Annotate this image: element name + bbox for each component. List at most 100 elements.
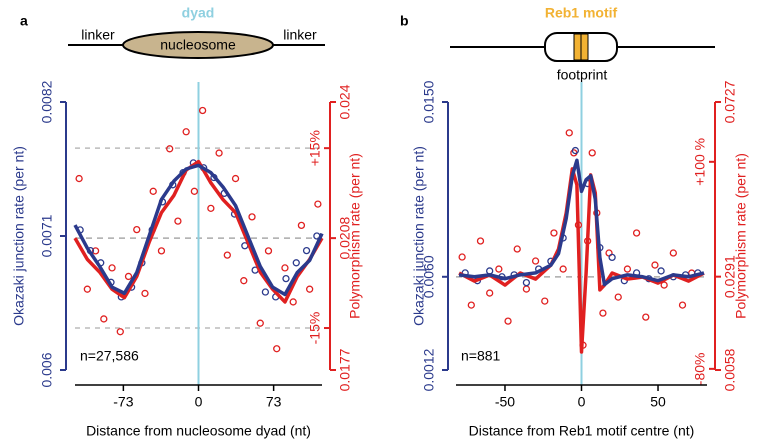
data-point bbox=[75, 174, 83, 183]
x-axis-title: Distance from nucleosome dyad (nt) bbox=[86, 423, 311, 439]
linker-label: linker bbox=[283, 27, 317, 43]
data-point bbox=[588, 149, 596, 157]
y-tick-label: 0.0012 bbox=[421, 348, 437, 391]
data-point bbox=[305, 285, 314, 293]
data-point bbox=[124, 272, 133, 281]
data-point bbox=[486, 267, 494, 275]
data-point bbox=[248, 213, 256, 221]
nucleosome-label: nucleosome bbox=[160, 37, 236, 53]
data-point bbox=[108, 264, 116, 272]
data-point bbox=[657, 267, 665, 275]
data-point bbox=[522, 285, 531, 293]
data-point bbox=[599, 309, 607, 317]
data-point bbox=[660, 281, 668, 289]
data-point bbox=[495, 265, 503, 273]
x-tick-label: 73 bbox=[266, 394, 282, 410]
data-point bbox=[292, 259, 300, 267]
data-point bbox=[559, 265, 567, 273]
data-point bbox=[174, 217, 182, 225]
data-point bbox=[513, 245, 521, 253]
y-tick-label: 0.006 bbox=[39, 352, 55, 387]
data-point bbox=[541, 297, 549, 305]
x-tick-label: -50 bbox=[495, 394, 515, 410]
data-point bbox=[623, 265, 632, 273]
panel-label: a bbox=[20, 13, 28, 29]
data-line bbox=[73, 159, 324, 304]
y-tick-label: 0.0150 bbox=[421, 80, 437, 123]
count-label: n=27,586 bbox=[80, 348, 139, 364]
data-point bbox=[133, 225, 141, 234]
data-point bbox=[642, 313, 650, 321]
data-point bbox=[522, 278, 531, 287]
motif-label: Reb1 motif bbox=[545, 5, 618, 21]
data-point bbox=[207, 204, 215, 212]
data-point bbox=[83, 285, 91, 293]
linker-label: linker bbox=[81, 27, 115, 43]
data-point bbox=[223, 251, 231, 259]
x-tick-label: 50 bbox=[650, 394, 666, 410]
y2-tick-label: 0.0208 bbox=[337, 217, 353, 260]
footprint-label: footprint bbox=[557, 67, 608, 83]
data-point bbox=[678, 301, 687, 309]
data-point bbox=[273, 345, 281, 353]
data-point bbox=[486, 289, 494, 297]
y-tick-label: 0.0071 bbox=[39, 214, 55, 257]
pct-tick-label: +15% bbox=[307, 130, 323, 166]
y2-axis-title: Polymorphism rate (per nt) bbox=[347, 153, 363, 319]
y2-tick-label: 0.0291 bbox=[722, 255, 738, 298]
panel-label: b bbox=[400, 13, 409, 29]
pct-tick-label: -80% bbox=[692, 353, 708, 386]
data-point bbox=[240, 277, 248, 285]
y2-tick-label: 0.0177 bbox=[337, 348, 353, 391]
x-axis-title: Distance from Reb1 motif centre (nt) bbox=[469, 423, 695, 439]
data-point bbox=[302, 246, 311, 255]
y-axis-title: Okazaki junction rate (per nt) bbox=[411, 146, 427, 326]
data-line bbox=[73, 163, 324, 297]
pct-tick-label: -15% bbox=[307, 312, 323, 345]
data-point bbox=[166, 145, 174, 153]
data-point bbox=[504, 317, 512, 325]
data-point bbox=[190, 187, 199, 195]
data-point bbox=[100, 315, 108, 323]
data-point bbox=[531, 257, 540, 265]
y2-tick-label: 0.024 bbox=[337, 84, 353, 119]
data-point bbox=[632, 229, 641, 237]
y2-tick-label: 0.0058 bbox=[722, 348, 738, 391]
data-point bbox=[282, 274, 290, 283]
data-point bbox=[651, 261, 659, 269]
data-point bbox=[565, 129, 573, 137]
x-tick-label: 0 bbox=[578, 394, 586, 410]
x-tick-label: 0 bbox=[195, 394, 203, 410]
data-point bbox=[476, 237, 485, 245]
data-point bbox=[149, 187, 157, 195]
data-point bbox=[264, 247, 273, 255]
data-point bbox=[614, 293, 622, 301]
data-point bbox=[467, 301, 475, 309]
data-line bbox=[458, 158, 705, 287]
data-point bbox=[571, 146, 580, 155]
data-point bbox=[182, 128, 190, 136]
y-tick-label: 0.0060 bbox=[421, 255, 437, 298]
nucleosome-shape bbox=[122, 31, 274, 59]
data-point bbox=[458, 253, 466, 261]
y-axis-title: Okazaki junction rate (per nt) bbox=[11, 146, 27, 326]
count-label: n=881 bbox=[461, 348, 501, 364]
data-point bbox=[231, 174, 240, 183]
data-point bbox=[256, 319, 264, 327]
data-point bbox=[281, 264, 289, 272]
data-point bbox=[157, 247, 166, 255]
data-point bbox=[91, 247, 100, 255]
data-point bbox=[314, 200, 322, 208]
data-point bbox=[608, 253, 616, 262]
data-point bbox=[116, 328, 124, 336]
data-point bbox=[297, 221, 306, 230]
x-tick-label: -73 bbox=[113, 394, 133, 410]
data-point bbox=[215, 149, 223, 157]
pct-tick-label: +100 % bbox=[692, 138, 708, 186]
data-point bbox=[141, 289, 149, 298]
data-point bbox=[289, 298, 297, 306]
y2-axis-title: Polymorphism rate (per nt) bbox=[733, 153, 749, 319]
data-point bbox=[261, 288, 270, 296]
y-tick-label: 0.0082 bbox=[39, 80, 55, 123]
